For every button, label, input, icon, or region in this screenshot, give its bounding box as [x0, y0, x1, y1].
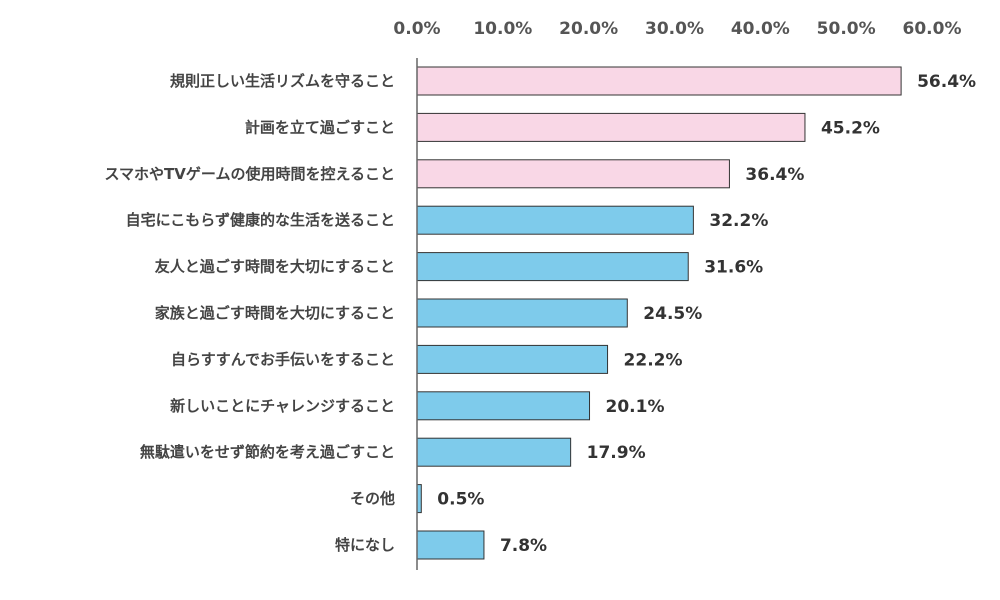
bar — [416, 530, 485, 560]
category-label: 自宅にこもらず健康的な生活を送ること — [126, 211, 395, 229]
category-label: 自らすすんでお手伝いをすること — [171, 350, 395, 368]
bars — [416, 66, 902, 560]
value-label: 45.2% — [821, 118, 880, 138]
bar — [416, 159, 730, 189]
value-labels: 56.4% 45.2% 36.4% 32.2% 31.6% 24.5% 22.2% 20.1%… — [437, 72, 976, 556]
x-axis-ticks: 0.0% 10.0% 20.0% 30.0% 40.0% 50.0% 60.0% — [393, 19, 961, 39]
value-label: 56.4% — [917, 72, 976, 92]
value-label: 7.8% — [500, 536, 547, 556]
value-label: 31.6% — [704, 258, 763, 278]
x-tick-label: 60.0% — [903, 19, 962, 39]
category-label: スマホやTVゲームの使用時間を控えること — [105, 165, 396, 183]
value-label: 24.5% — [643, 304, 702, 324]
category-label: 家族と過ごす時間を大切にすること — [155, 304, 395, 322]
x-tick-label: 20.0% — [559, 19, 618, 39]
value-label: 0.5% — [437, 490, 484, 510]
category-label: 特になし — [335, 536, 395, 554]
value-label: 17.9% — [587, 443, 646, 463]
bar — [416, 344, 609, 374]
x-tick-label: 40.0% — [731, 19, 790, 39]
category-label: 新しいことにチャレンジすること — [170, 397, 395, 415]
category-label: 計画を立て過ごすこと — [245, 118, 395, 136]
x-tick-label: 0.0% — [393, 19, 440, 39]
category-label: 友人と過ごす時間を大切にすること — [155, 258, 395, 276]
x-tick-label: 50.0% — [817, 19, 876, 39]
category-label: 無駄遣いをせず節約を考え過ごすこと — [140, 443, 395, 461]
value-label: 20.1% — [606, 397, 665, 417]
bar — [416, 437, 572, 467]
bar — [416, 205, 694, 235]
x-tick-label: 10.0% — [473, 19, 532, 39]
category-labels: 規則正しい生活リズムを守ること計画を立て過ごすことスマホやTVゲームの使用時間を… — [105, 72, 396, 554]
value-label: 22.2% — [624, 350, 683, 370]
bar — [416, 112, 806, 142]
value-label: 36.4% — [745, 165, 804, 185]
bar — [416, 252, 689, 282]
bar — [416, 391, 591, 421]
category-label: 規則正しい生活リズムを守ること — [170, 72, 395, 90]
bar — [416, 298, 628, 328]
bar — [416, 66, 902, 96]
value-label: 32.2% — [709, 211, 768, 231]
x-tick-label: 30.0% — [645, 19, 704, 39]
category-label: その他 — [350, 490, 395, 508]
